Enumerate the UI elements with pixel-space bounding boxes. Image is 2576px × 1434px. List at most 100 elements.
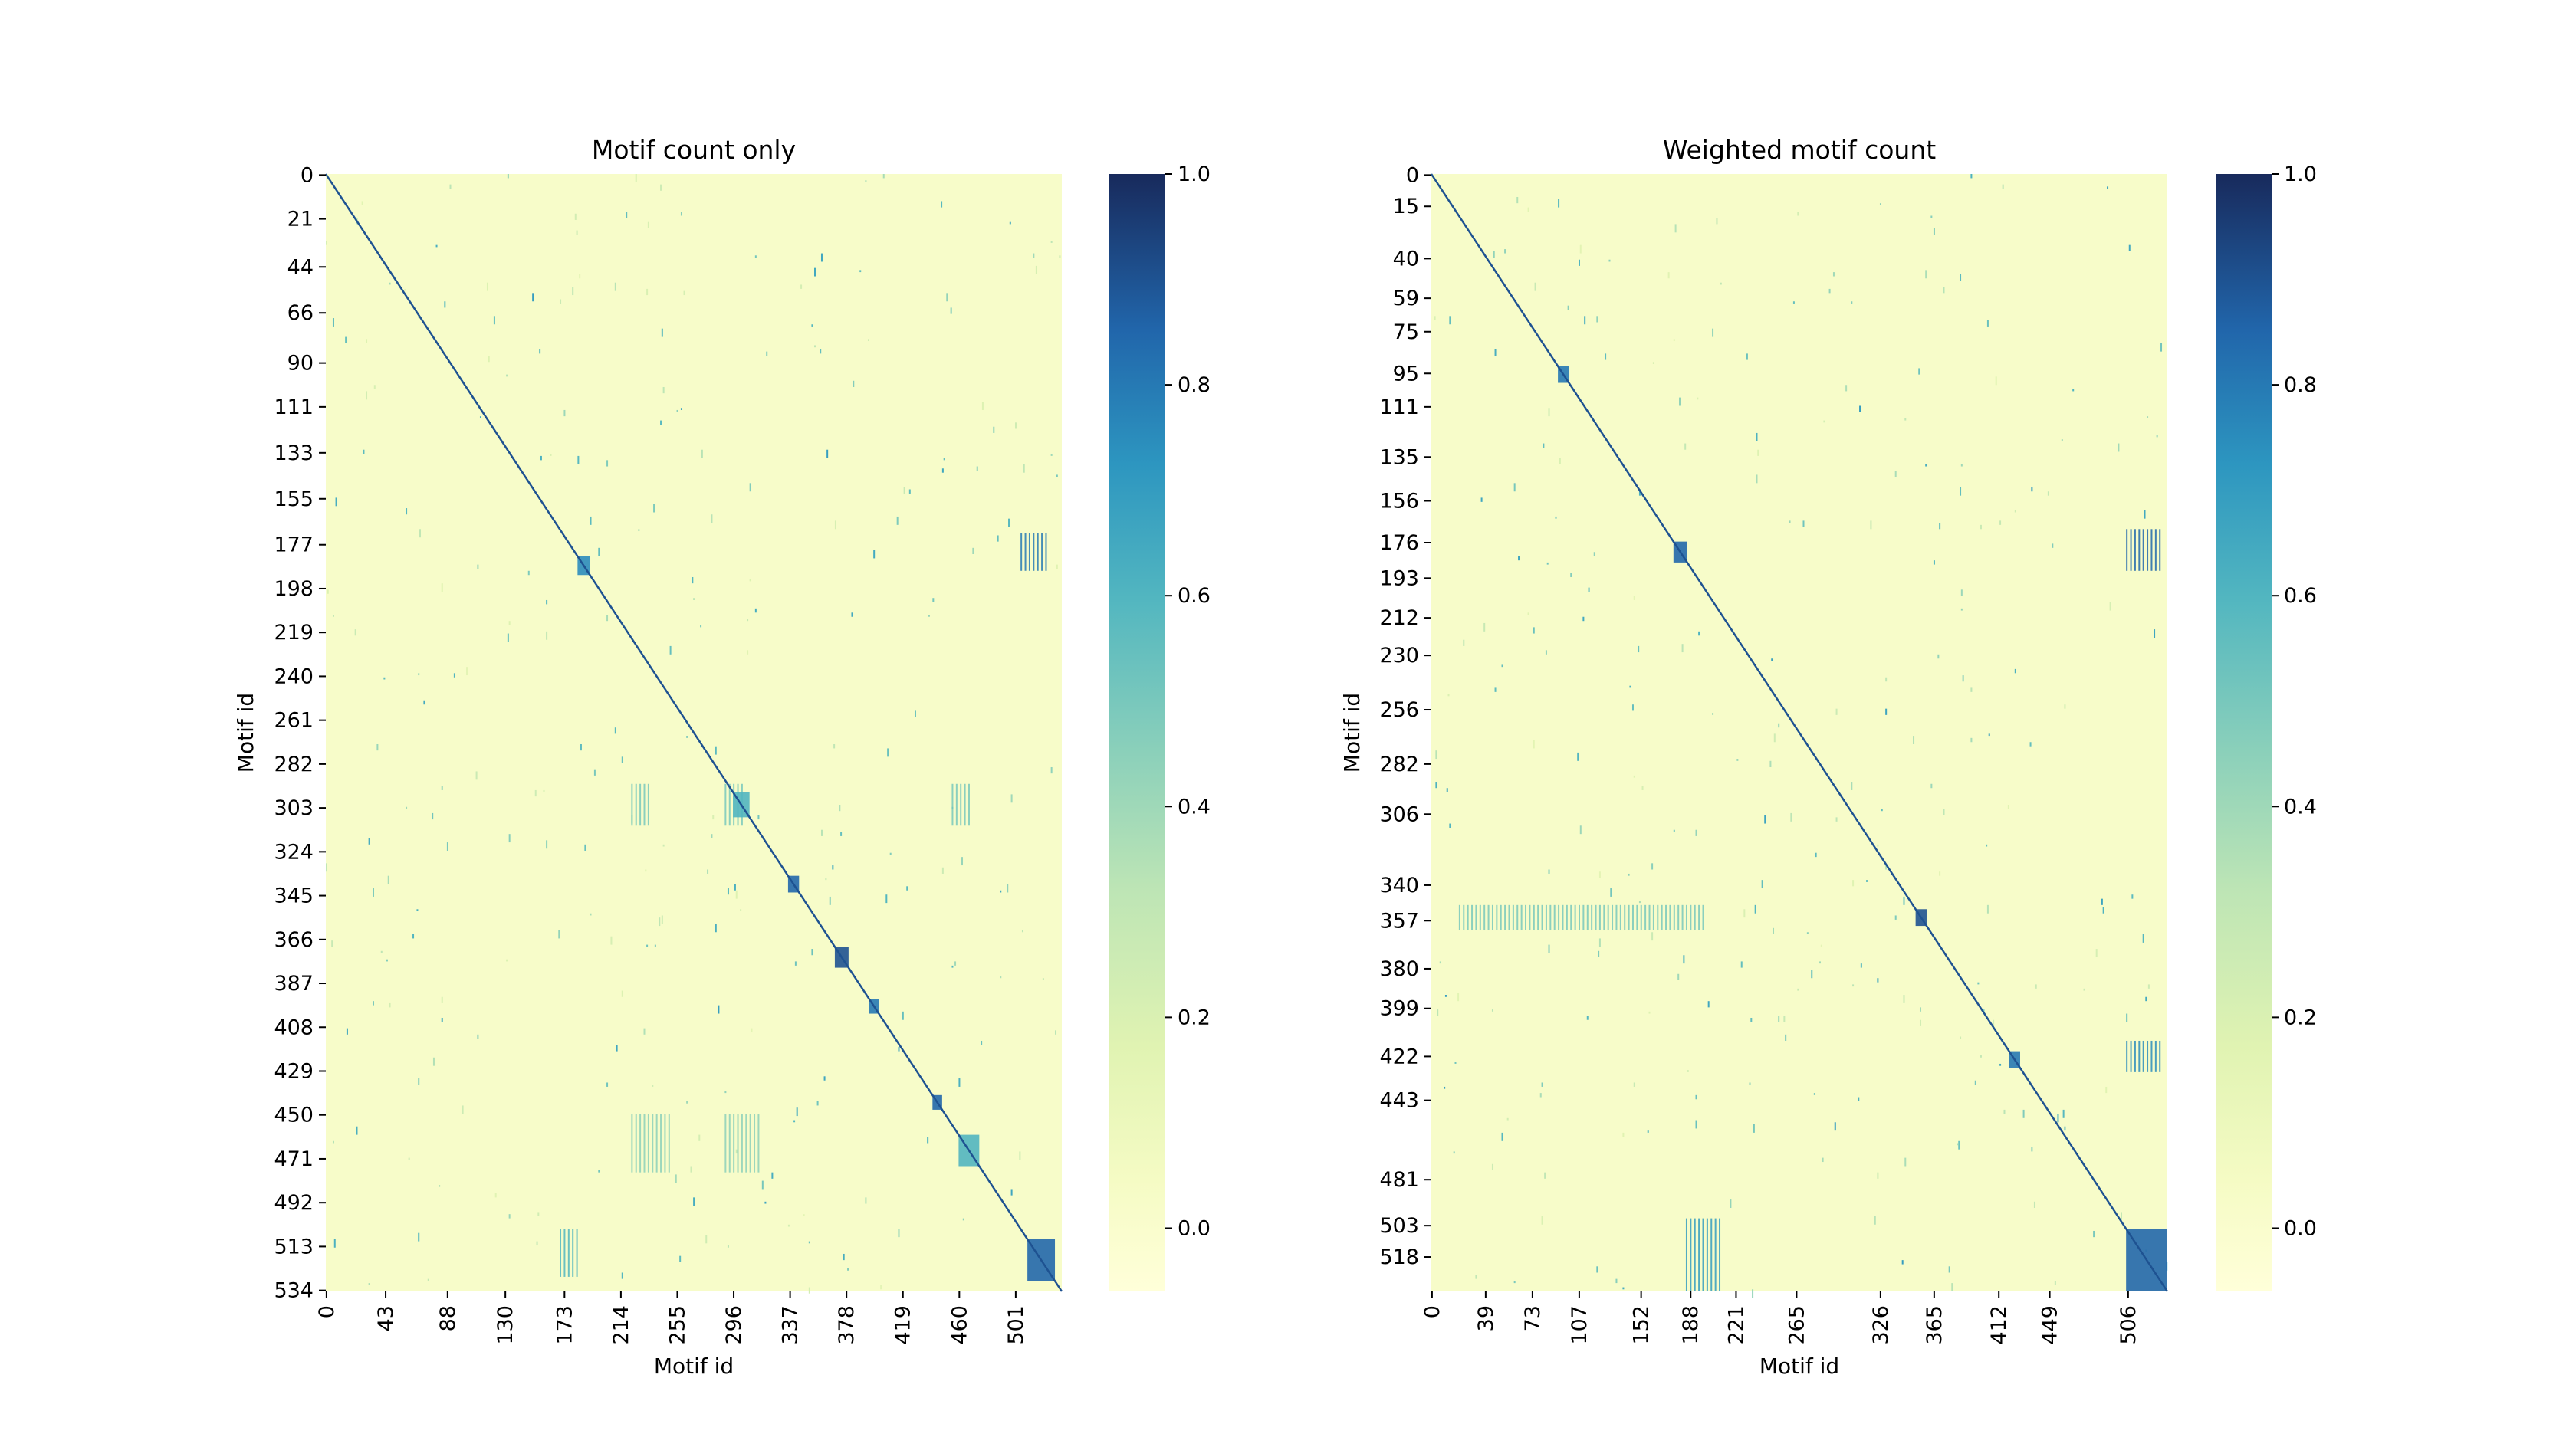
heatmap-cell (1579, 244, 1582, 254)
heatmap-cell (711, 834, 713, 838)
heatmap-band-cell (1045, 533, 1047, 571)
heatmap-cell (2062, 1109, 2065, 1118)
heatmap-band-cell (631, 783, 633, 826)
heatmap-band-cell (1574, 904, 1576, 930)
heatmap-cell (386, 959, 388, 962)
heatmap-cell (1753, 1124, 1755, 1133)
heatmap-cell (832, 865, 834, 870)
heatmap-band-cell (1508, 904, 1510, 930)
heatmap-cell (1960, 487, 1962, 496)
heatmap-band-cell (664, 1114, 666, 1173)
heatmap-cell (811, 949, 813, 956)
heatmap-cell (820, 349, 822, 354)
heatmap-cell (638, 529, 640, 532)
heatmap-cell (560, 299, 562, 304)
heatmap-cell (727, 888, 729, 895)
heatmap-diagonal-left (324, 173, 1063, 1292)
heatmap-cell (683, 290, 685, 296)
heatmap-cell (2154, 629, 2156, 638)
heatmap-cell (366, 339, 368, 343)
heatmap-cell (1743, 909, 1746, 918)
heatmap-cell (1050, 241, 1053, 243)
heatmap-cell (1859, 405, 1861, 412)
heatmap-cell (661, 915, 663, 924)
heatmap-cell (839, 805, 841, 812)
heatmap-cell (346, 1028, 348, 1035)
heatmap-cell (334, 1239, 336, 1248)
heatmap-cell (1769, 760, 1772, 767)
heatmap-cell (418, 673, 420, 676)
heatmap-cell (598, 547, 600, 556)
x-tick-label: 107 (1568, 1305, 1592, 1345)
heatmap-cell (446, 842, 449, 851)
heatmap-cell (1752, 1289, 1754, 1298)
y-tick-label: 443 (1379, 1089, 1419, 1113)
heatmap-cell (1773, 733, 1776, 743)
heatmap-cell (1588, 587, 1590, 592)
heatmap-cell (859, 270, 862, 273)
heatmap-cell (1877, 978, 1879, 983)
heatmap-cell (532, 293, 534, 302)
colorbar-tick-label: 1.0 (1178, 162, 1211, 186)
heatmap-cell (406, 806, 408, 809)
heatmap-cell (2118, 443, 2120, 452)
heatmap-cell (1021, 930, 1024, 933)
heatmap-cell (1778, 723, 1780, 728)
heatmap-cell (1933, 228, 1935, 235)
x-tick-label: 73 (1521, 1305, 1545, 1331)
y-tick-label: 40 (1393, 247, 1419, 271)
heatmap-cell (418, 316, 420, 319)
heatmap-cell (1446, 788, 1448, 792)
heatmap-band-cell (1586, 904, 1589, 930)
heatmap-cell (749, 579, 751, 582)
heatmap-cell (408, 1157, 410, 1160)
y-tick-label: 176 (1379, 531, 1419, 555)
heatmap-band-cell (2134, 1040, 2136, 1072)
heatmap-cell (1638, 645, 1640, 653)
heatmap-cell (1903, 896, 1905, 905)
heatmap-cell (1610, 888, 1612, 897)
heatmap-band-cell (1541, 904, 1543, 930)
heatmap-cell (1851, 782, 1853, 790)
heatmap-cell (543, 789, 545, 792)
heatmap-cell (2147, 984, 2150, 989)
heatmap-cell (1633, 596, 1635, 600)
heatmap-band-cell (1579, 904, 1580, 930)
heatmap-band-cell (635, 783, 637, 826)
heatmap-band-cell (2130, 529, 2132, 571)
heatmap-cell (2061, 439, 2063, 441)
heatmap-cell (1988, 733, 1990, 737)
heatmap-cell (540, 455, 542, 461)
y-tick-label: 513 (274, 1235, 314, 1258)
heatmap-band-cell (2154, 529, 2157, 571)
heatmap-band-cell (2126, 529, 2128, 571)
heatmap-cell (811, 324, 813, 327)
heatmap-cell (1491, 1009, 1493, 1012)
heatmap-band-cell (1598, 904, 1601, 930)
heatmap-cell (1986, 904, 1989, 914)
heatmap-cell (635, 174, 637, 182)
heatmap-cell (1740, 961, 1743, 968)
heatmap-band-cell (1496, 904, 1498, 930)
heatmap-cell (572, 287, 574, 296)
y-tick-label: 240 (274, 664, 314, 688)
heatmap-band-cell (576, 1229, 578, 1277)
x-tick-label: 412 (1987, 1305, 2011, 1345)
heatmap-cell (606, 1082, 609, 1087)
heatmap-cell (2109, 602, 2111, 611)
heatmap-cell (740, 909, 742, 912)
heatmap-cell (1960, 274, 1962, 281)
heatmap-cell (1999, 520, 2002, 525)
heatmap-cell (593, 769, 596, 776)
heatmap-cell (1943, 287, 1945, 294)
heatmap-cell (886, 894, 888, 904)
y-tick-label: 95 (1393, 362, 1419, 386)
heatmap-band-cell (733, 1114, 735, 1173)
heatmap-cell (621, 990, 623, 997)
heatmap-band-cell (1710, 1218, 1713, 1291)
heatmap-diagonal-right (1430, 173, 2169, 1292)
heatmap-cell (1877, 1172, 1879, 1179)
heatmap-cell (643, 1028, 646, 1035)
heatmap-cell (1783, 1016, 1786, 1022)
heatmap-cell (701, 449, 703, 458)
